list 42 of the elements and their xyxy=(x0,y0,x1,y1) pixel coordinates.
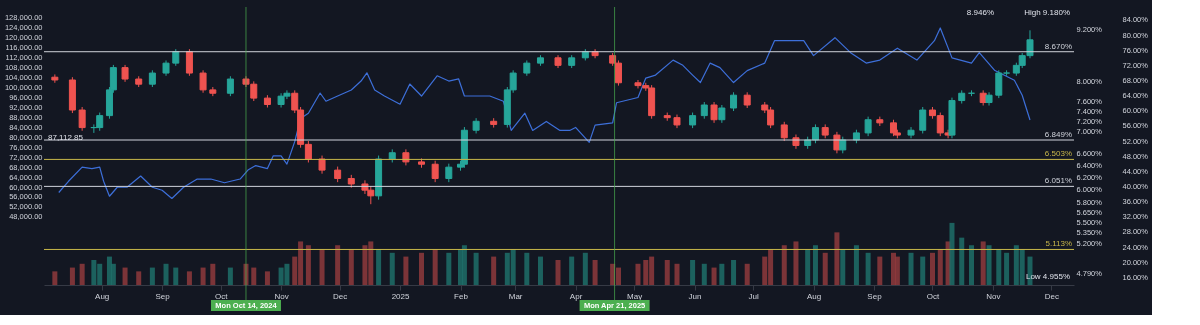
x-tick-label: Jun xyxy=(688,291,702,301)
annotation: High 9.180% xyxy=(1024,8,1070,17)
x-tick-label: Oct xyxy=(926,291,940,301)
candlestick xyxy=(710,101,718,124)
ref-line-label: 6.849% xyxy=(1044,130,1072,139)
x-tick-label: Oct xyxy=(214,291,229,301)
x-tick-label: Mar xyxy=(508,291,523,301)
candlestick xyxy=(811,123,819,144)
x-tick-label: Apr xyxy=(569,291,583,301)
x-tick-label: Aug xyxy=(95,291,110,301)
candlestick xyxy=(226,75,234,97)
candlestick xyxy=(78,106,86,132)
candlestick xyxy=(919,106,927,134)
x-tick-label: Nov xyxy=(274,291,289,301)
ref-line-label: 5.113% xyxy=(1045,239,1072,249)
annotation: Low 4.955% xyxy=(1025,272,1070,281)
candlestick xyxy=(995,69,1003,99)
candlestick xyxy=(199,69,207,94)
x-tick-label: Aug xyxy=(806,291,822,301)
annotation: 87,112.85 xyxy=(48,132,84,142)
candlestick xyxy=(185,48,193,77)
x-tick-label: Jul xyxy=(748,291,759,301)
x-tick-label: Sep xyxy=(867,291,883,301)
ref-line-label: 8.670% xyxy=(1044,41,1072,51)
candlestick xyxy=(730,91,738,112)
x-tick-label: Feb xyxy=(454,291,469,301)
annotation: 8.946% xyxy=(966,8,994,17)
candlestick xyxy=(51,73,59,84)
x-tick-label: Sep xyxy=(155,291,171,301)
candlestick xyxy=(907,126,915,139)
ref-line-label: 6.503% xyxy=(1044,149,1072,159)
ref-line-label: 6.051% xyxy=(1044,176,1072,186)
x-tick-label: Dec xyxy=(1044,291,1060,301)
candlestick xyxy=(445,163,453,183)
x-tick-label: Nov xyxy=(986,291,1001,301)
candlestick xyxy=(864,116,872,137)
x-tick-label: Dec xyxy=(332,291,348,301)
candlestick xyxy=(431,160,439,183)
candlestick xyxy=(985,91,993,107)
x-tick-label: 2025 xyxy=(391,291,410,301)
candlestick xyxy=(318,155,326,175)
x-tick-label: May xyxy=(627,291,643,301)
